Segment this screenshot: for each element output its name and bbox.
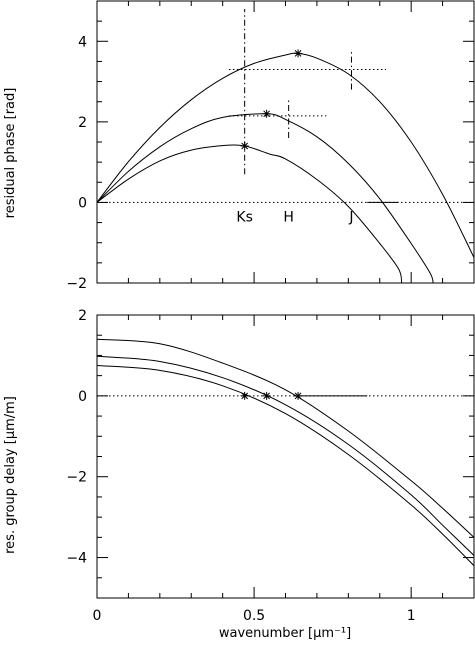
y-tick-label: −2	[66, 470, 87, 486]
wavenumber-x-label: wavenumber [μm⁻¹]	[219, 626, 351, 641]
band-label: J	[348, 210, 353, 226]
star-marker	[262, 109, 271, 118]
y-tick-label: 0	[78, 195, 87, 211]
plot-frame	[96, 0, 475, 284]
y-tick-label: 0	[78, 389, 87, 405]
star-marker	[240, 142, 249, 151]
series-line-1	[97, 52, 474, 258]
band-label: Ks	[236, 210, 252, 226]
plot-area	[97, 9, 474, 283]
star-marker	[294, 49, 303, 58]
x-tick-label: 0	[93, 608, 102, 624]
y-tick-label: 4	[78, 34, 87, 50]
y-tick-label: −4	[66, 551, 87, 567]
series-line-3	[97, 144, 403, 283]
y-tick-label: 2	[78, 115, 87, 131]
y-tick-label: −2	[66, 276, 87, 292]
group-delay-y-label: res. group delay [μm/m]	[3, 396, 18, 554]
star-marker	[262, 391, 271, 400]
star-marker	[294, 391, 303, 400]
residual-phase-y-label: residual phase [rad]	[3, 88, 18, 219]
plot-area	[97, 338, 474, 567]
residual-phase-panel: −2 0 2 4 Ks H J	[66, 0, 475, 292]
plot-frame	[96, 314, 475, 599]
series-line-1	[97, 338, 474, 538]
series-line-3	[97, 365, 474, 567]
group-delay-panel: −4 −2 0 2 0 0.5 1	[66, 308, 475, 624]
star-marker	[240, 391, 249, 400]
series-line-2	[97, 113, 434, 283]
x-tick-label: 1	[407, 608, 416, 624]
y-tick-label: 2	[78, 308, 87, 324]
band-label: H	[283, 210, 294, 226]
series-line-2	[97, 355, 474, 556]
x-tick-label: 0.5	[243, 608, 265, 624]
